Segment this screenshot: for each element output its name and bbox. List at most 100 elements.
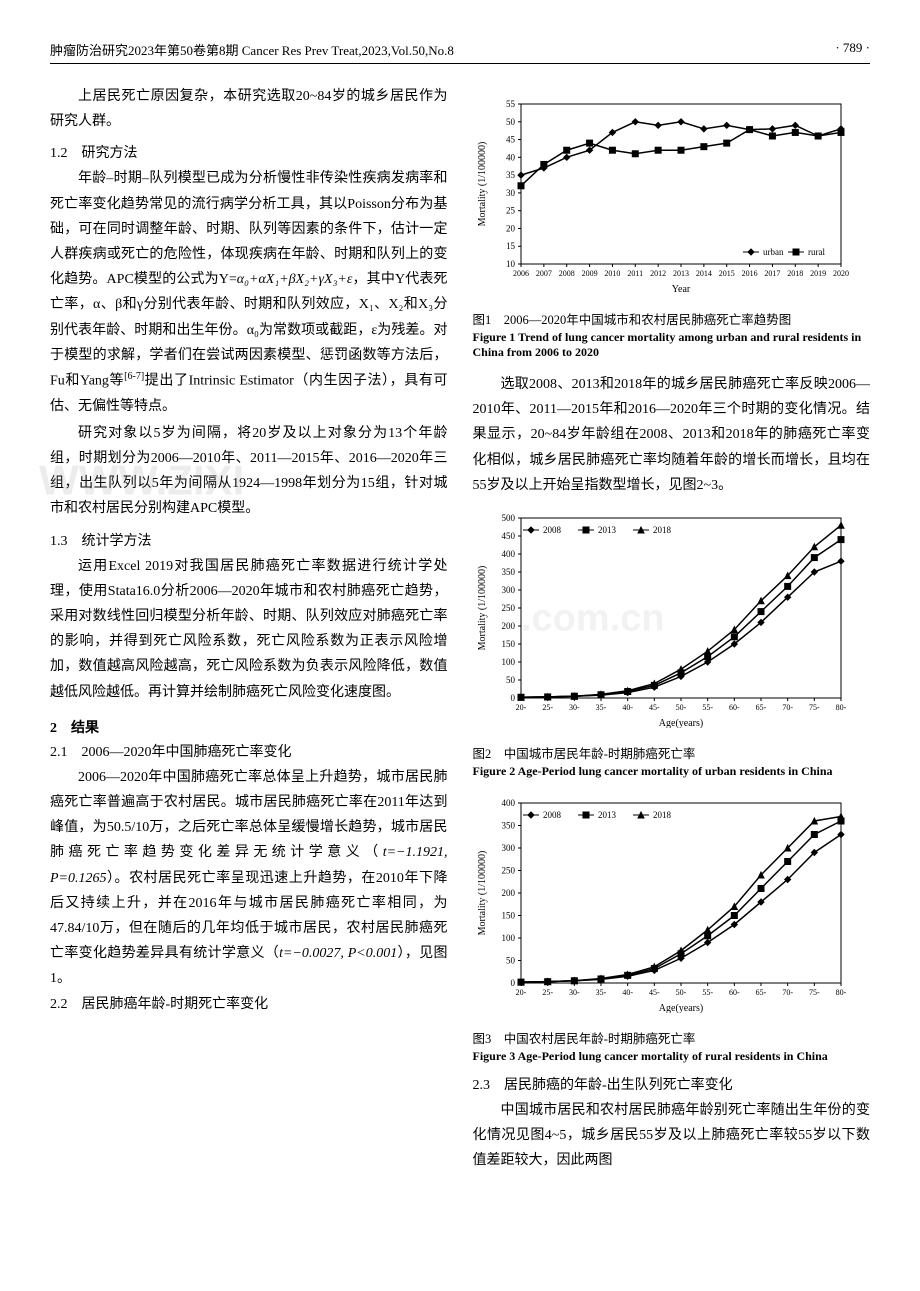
svg-text:450: 450	[501, 531, 515, 541]
right-column: 1015202530354045505520062007200820092010…	[473, 84, 871, 1176]
svg-text:25-: 25-	[542, 988, 553, 997]
svg-text:Age(years): Age(years)	[658, 1003, 702, 1013]
svg-text:100: 100	[501, 657, 515, 667]
section-2-2: 2.2 居民肺癌年龄-时期死亡率变化	[50, 993, 448, 1013]
svg-text:50-: 50-	[675, 988, 686, 997]
svg-text:2010: 2010	[604, 269, 620, 278]
svg-text:400: 400	[501, 549, 515, 559]
fig1-caption-cn: 图1 2006—2020年中国城市和农村居民肺癌死亡率趋势图	[473, 309, 871, 328]
svg-text:45: 45	[506, 135, 516, 145]
svg-text:500: 500	[501, 513, 515, 523]
svg-text:25-: 25-	[542, 703, 553, 712]
svg-text:2016: 2016	[741, 269, 757, 278]
svg-text:65-: 65-	[755, 988, 766, 997]
svg-text:200: 200	[501, 621, 515, 631]
svg-text:35-: 35-	[595, 988, 606, 997]
svg-text:Age(years): Age(years)	[658, 718, 702, 728]
left-column: 上居民死亡原因复杂，本研究选取20~84岁的城乡居民作为研究人群。 1.2 研究…	[50, 84, 448, 1176]
svg-text:60-: 60-	[728, 703, 739, 712]
svg-text:2014: 2014	[695, 269, 711, 278]
svg-text:75-: 75-	[808, 703, 819, 712]
svg-text:400: 400	[501, 798, 515, 808]
fig3-caption-cn: 图3 中国农村居民年龄-时期肺癌死亡率	[473, 1028, 871, 1047]
svg-text:2013: 2013	[598, 525, 617, 535]
svg-text:50: 50	[506, 675, 516, 685]
page-header: 肿瘤防治研究2023年第50卷第8期 Cancer Res Prev Treat…	[50, 40, 870, 64]
svg-text:55-: 55-	[702, 703, 713, 712]
svg-text:80-: 80-	[835, 703, 846, 712]
svg-text:55-: 55-	[702, 988, 713, 997]
svg-text:2019: 2019	[810, 269, 826, 278]
svg-text:0: 0	[510, 693, 515, 703]
svg-text:2007: 2007	[535, 269, 551, 278]
svg-text:300: 300	[501, 843, 515, 853]
svg-text:2008: 2008	[543, 810, 562, 820]
svg-text:2011: 2011	[627, 269, 643, 278]
svg-text:15: 15	[506, 241, 516, 251]
svg-text:60-: 60-	[728, 988, 739, 997]
figure-2-chart: 05010015020025030035040045050020-25-30-3…	[473, 508, 871, 733]
svg-text:40-: 40-	[622, 703, 633, 712]
para-stats: 运用Excel 2019对我国居民肺癌死亡率数据进行统计学处理，使用Stata1…	[50, 554, 448, 705]
svg-text:20-: 20-	[515, 988, 526, 997]
para-right-2: 中国城市居民和农村居民肺癌年龄别死亡率随出生年份的变化情况见图4~5，城乡居民5…	[473, 1098, 871, 1174]
svg-text:150: 150	[501, 910, 515, 920]
svg-text:100: 100	[501, 933, 515, 943]
svg-text:2015: 2015	[718, 269, 734, 278]
svg-text:25: 25	[506, 206, 516, 216]
svg-text:10: 10	[506, 259, 516, 269]
svg-text:45-: 45-	[648, 703, 659, 712]
svg-text:75-: 75-	[808, 988, 819, 997]
svg-text:50: 50	[506, 955, 516, 965]
svg-text:40-: 40-	[622, 988, 633, 997]
svg-text:2013: 2013	[598, 810, 617, 820]
svg-text:150: 150	[501, 639, 515, 649]
svg-text:0: 0	[510, 978, 515, 988]
section-1-2: 1.2 研究方法	[50, 142, 448, 162]
svg-text:2012: 2012	[650, 269, 666, 278]
svg-text:2018: 2018	[787, 269, 803, 278]
svg-text:Mortality (1/100000): Mortality (1/100000)	[477, 851, 488, 936]
svg-text:80-: 80-	[835, 988, 846, 997]
svg-text:30: 30	[506, 188, 516, 198]
svg-text:2013: 2013	[673, 269, 689, 278]
svg-text:20: 20	[506, 223, 516, 233]
section-1-3: 1.3 统计学方法	[50, 530, 448, 550]
svg-text:45-: 45-	[648, 988, 659, 997]
svg-text:2006: 2006	[513, 269, 529, 278]
svg-text:Mortality (1/100000): Mortality (1/100000)	[477, 142, 488, 227]
svg-text:20-: 20-	[515, 703, 526, 712]
svg-text:urban: urban	[763, 247, 784, 257]
svg-text:350: 350	[501, 820, 515, 830]
svg-text:250: 250	[501, 603, 515, 613]
svg-text:65-: 65-	[755, 703, 766, 712]
section-2-3: 2.3 居民肺癌的年龄-出生队列死亡率变化	[473, 1074, 871, 1094]
svg-text:50: 50	[506, 117, 516, 127]
svg-text:2009: 2009	[581, 269, 597, 278]
svg-text:35-: 35-	[595, 703, 606, 712]
section-2: 2 结果	[50, 717, 448, 737]
fig2-caption-cn: 图2 中国城市居民年龄-时期肺癌死亡率	[473, 743, 871, 762]
svg-text:2020: 2020	[833, 269, 849, 278]
para-intro: 上居民死亡原因复杂，本研究选取20~84岁的城乡居民作为研究人群。	[50, 84, 448, 134]
header-right: · 789 ·	[835, 40, 870, 59]
svg-text:250: 250	[501, 865, 515, 875]
fig3-caption-en: Figure 3 Age-Period lung cancer mortalit…	[473, 1049, 871, 1064]
svg-text:70-: 70-	[782, 988, 793, 997]
svg-text:Year: Year	[671, 284, 690, 294]
svg-text:2008: 2008	[543, 525, 562, 535]
para-groups: 研究对象以5岁为间隔，将20岁及以上对象分为13个年龄组，时期划分为2006—2…	[50, 421, 448, 522]
svg-text:50-: 50-	[675, 703, 686, 712]
header-left: 肿瘤防治研究2023年第50卷第8期 Cancer Res Prev Treat…	[50, 40, 454, 59]
figure-1-chart: 1015202530354045505520062007200820092010…	[473, 94, 871, 299]
svg-text:55: 55	[506, 99, 516, 109]
svg-text:rural: rural	[808, 247, 825, 257]
svg-text:200: 200	[501, 888, 515, 898]
svg-text:2017: 2017	[764, 269, 780, 278]
para-results-1: 2006—2020年中国肺癌死亡率总体呈上升趋势，城市居民肺癌死亡率普遍高于农村…	[50, 765, 448, 992]
figure-3-chart: 05010015020025030035040020-25-30-35-40-4…	[473, 793, 871, 1018]
svg-text:2008: 2008	[558, 269, 574, 278]
svg-text:40: 40	[506, 152, 516, 162]
svg-text:350: 350	[501, 567, 515, 577]
svg-text:30-: 30-	[568, 703, 579, 712]
